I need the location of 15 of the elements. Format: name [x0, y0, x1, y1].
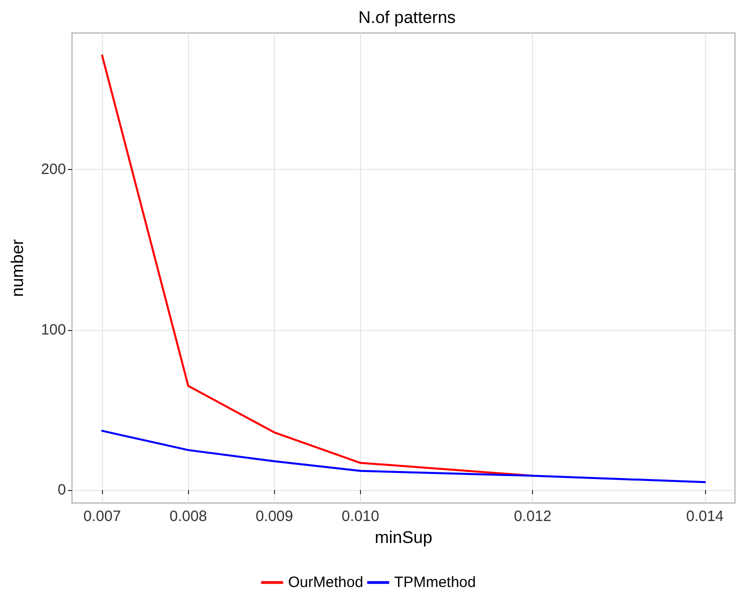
- y-tick-label: 0: [58, 482, 66, 499]
- line-series: [101, 430, 706, 484]
- legend-label: TPMmethod: [394, 574, 476, 591]
- chart-title: N.of patterns: [358, 8, 456, 27]
- x-axis-title: minSup: [374, 528, 432, 547]
- legend-label: OurMethod: [288, 574, 364, 591]
- y-tick-label: 100: [40, 321, 66, 338]
- x-tick-label: 0.008: [169, 508, 208, 525]
- x-tick-label: 0.010: [342, 508, 380, 525]
- x-tick-label: 0.014: [686, 508, 724, 525]
- x-tick-label: 0.007: [83, 508, 121, 525]
- x-tick-label: 0.012: [514, 508, 552, 525]
- y-tick-label: 200: [40, 160, 66, 178]
- y-axis-title: number: [8, 238, 27, 297]
- x-tick-label: 0.009: [256, 508, 294, 525]
